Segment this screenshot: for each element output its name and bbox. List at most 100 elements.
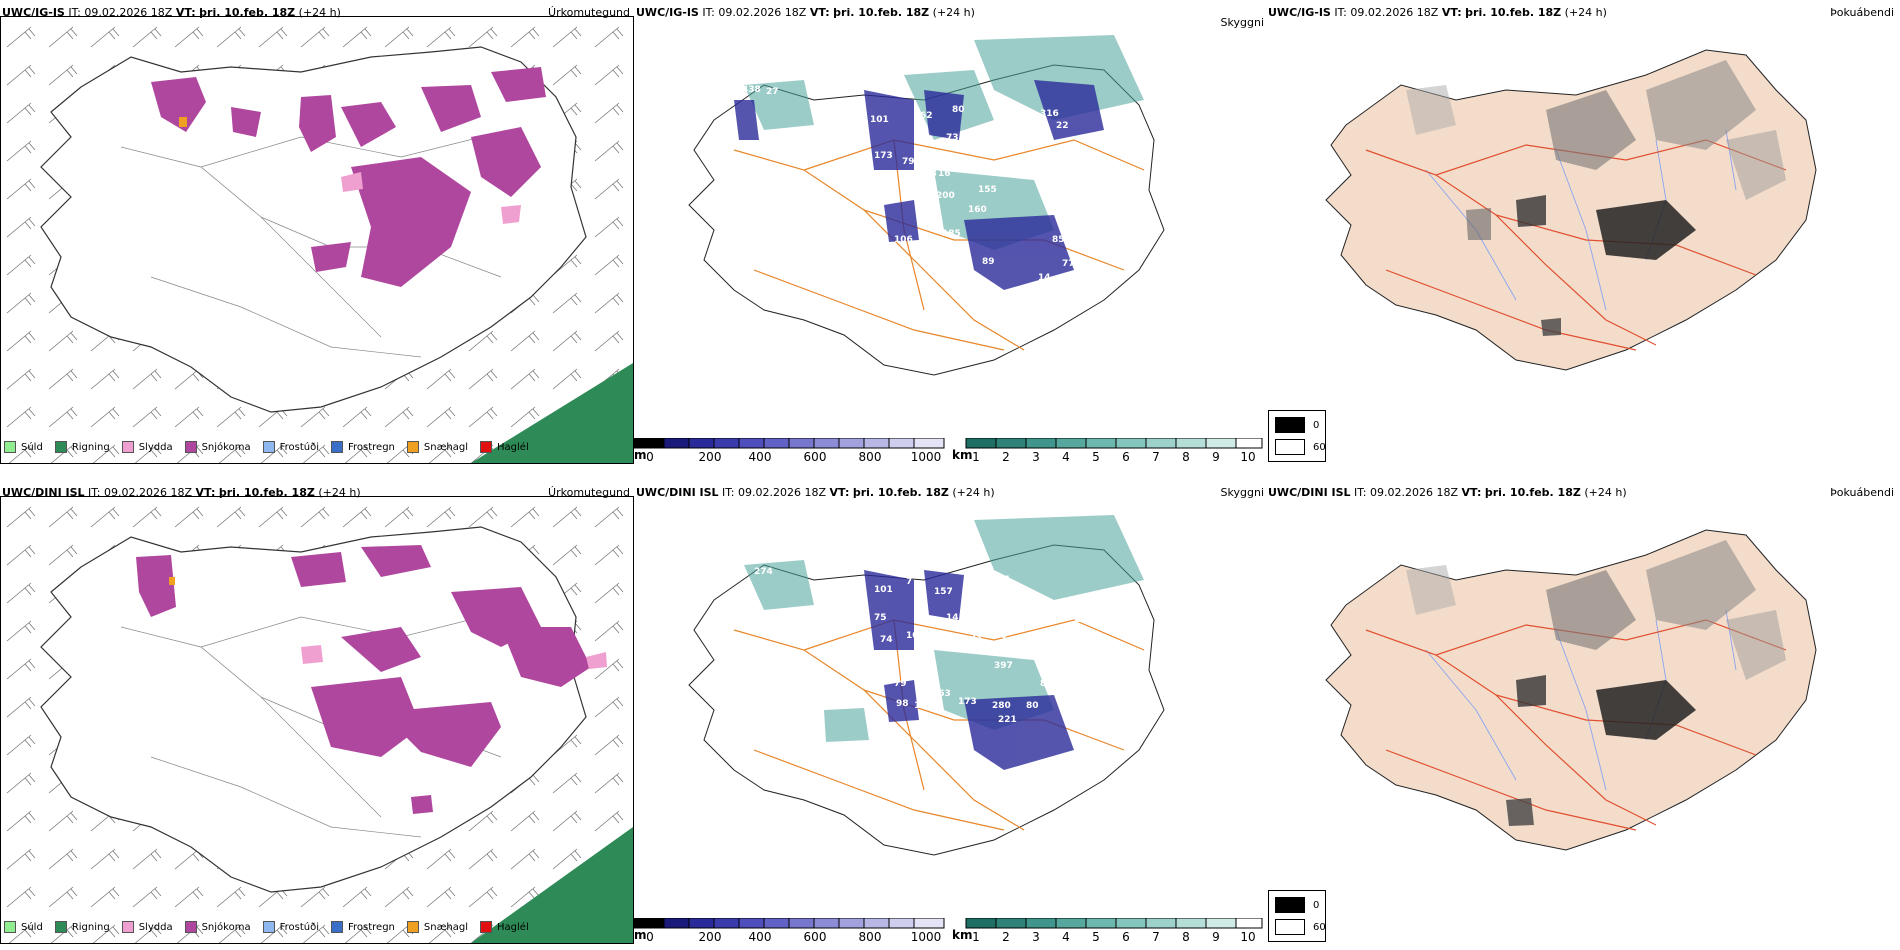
cloud-label: 173 <box>958 697 977 707</box>
legend-item: Slydda <box>121 921 173 933</box>
cloud-label: 106 <box>894 235 913 245</box>
legend-label: Frostúði <box>279 921 319 933</box>
it-value: 09.02.2026 18Z <box>738 486 827 499</box>
model-name: UWC/DINI ISL <box>1268 486 1351 499</box>
height-tick: 1000 <box>910 450 942 464</box>
legend-swatch <box>4 441 16 453</box>
height-colorbar-svg <box>634 438 945 449</box>
cloud-label: 69 <box>886 191 899 201</box>
legend-swatch <box>262 921 275 933</box>
sleet-areas <box>341 172 521 224</box>
cloud-label: 123 <box>964 583 983 593</box>
cloud-label: 74 <box>880 635 893 645</box>
legend-label: Haglél <box>497 441 529 453</box>
lead-time: (+24 h) <box>1584 486 1627 499</box>
legend-swatch <box>331 921 343 933</box>
cloud-label: 75 <box>874 613 887 623</box>
height-tick: 200 <box>698 450 722 464</box>
cloud-label: 19 <box>950 747 963 757</box>
cloud-base-areas <box>734 80 1104 290</box>
cloud-label: 275 <box>1024 139 1043 149</box>
legend-swatch <box>406 921 419 933</box>
cloud-label: 89 <box>982 257 995 267</box>
cloud-label: 77 <box>916 605 929 615</box>
visibility-tick: 2 <box>1002 450 1010 464</box>
cloud-title: Skyggni <box>1220 486 1264 499</box>
shade-row-dark: 0 <box>1275 417 1319 433</box>
vt-value: þri. 10.feb. 18Z <box>1484 486 1581 499</box>
legend-item: Rigning <box>54 921 110 933</box>
vt-value: þri. 10.feb. 18Z <box>852 486 949 499</box>
legend-swatch <box>262 441 275 453</box>
lead-time: (+24 h) <box>932 6 975 19</box>
graupel-spot <box>179 117 187 127</box>
shade-row-dark: 0 <box>1275 897 1319 913</box>
visibility-tick: 1 <box>972 450 980 464</box>
legend-item: Haglél <box>480 441 529 453</box>
height-colorbar-svg <box>634 918 945 929</box>
cloud-label: 77 <box>1062 259 1075 269</box>
cloud-label: 263 <box>932 689 951 699</box>
legend-item: Slydda <box>121 441 173 453</box>
height-unit: m <box>634 448 647 462</box>
height-tick: 800 <box>858 450 882 464</box>
cloud-labels: 274 101 7 157 123 171 82 75 77 141 264 5… <box>754 567 1105 757</box>
vt-label: VT: <box>1441 6 1462 19</box>
panel-title: UWC/DINI ISL IT: 09.02.2026 18Z VT: þri.… <box>636 486 995 499</box>
visibility-colorbar-svg <box>965 438 1263 449</box>
cloud-label: 267 <box>1052 159 1071 169</box>
cloud-label: 141 <box>946 613 965 623</box>
shade-row-light: 60 <box>1275 439 1326 455</box>
fog-shade-legend: 0 60 <box>1268 890 1326 942</box>
cloud-map: 274 101 7 157 123 171 82 75 77 141 264 5… <box>674 510 1194 910</box>
cloud-label: 200 <box>936 191 955 201</box>
lead-time: (+24 h) <box>298 6 341 19</box>
panel-title: UWC/IG-IS IT: 09.02.2026 18Z VT: þri. 10… <box>636 6 975 19</box>
cloud-label: 5 <box>924 133 930 143</box>
cloud-label: 101 <box>874 585 893 595</box>
cloud-label: 22 <box>1056 121 1069 131</box>
cloud-map-svg: 274 101 7 157 123 171 82 75 77 141 264 5… <box>688 515 1165 856</box>
legend-item: Frostregn <box>331 441 395 453</box>
legend-label: Frostúði <box>279 441 319 453</box>
visibility-tick: 3 <box>1032 930 1040 944</box>
cloud-label: 73 <box>946 133 959 143</box>
cloud-label: 397 <box>994 661 1013 671</box>
height-tick: 800 <box>858 930 882 944</box>
precip-map-svg <box>1 17 633 463</box>
cloud-label: 62 <box>920 111 933 121</box>
cloud-label: 78 <box>850 119 863 129</box>
cloud-label: 264 <box>984 603 1003 613</box>
cloud-label: 79 <box>902 157 915 167</box>
legend-swatch <box>121 441 134 453</box>
fog-map <box>1306 510 1866 910</box>
panel-title: UWC/IG-IS IT: 09.02.2026 18Z VT: þri. 10… <box>2 6 341 19</box>
model-name: UWC/DINI ISL <box>636 486 719 499</box>
fog-map-svg <box>1325 529 1817 851</box>
fog-shading <box>1406 60 1786 336</box>
height-colorbar: m 0 200 400 600 800 1000 <box>634 438 946 468</box>
cloud-label: 171 <box>992 575 1011 585</box>
row-1: UWC/IG-IS IT: 09.02.2026 18Z VT: þri. 10… <box>0 0 1900 470</box>
vt-value: þri. 10.feb. 18Z <box>1465 6 1562 19</box>
precip-title: Úrkomutegund <box>548 486 630 499</box>
vt-label: VT: <box>829 486 850 499</box>
vt-value: þri. 10.feb. 18Z <box>218 486 315 499</box>
model-name: UWC/IG-IS <box>1268 6 1331 19</box>
cloud-label: 17 <box>1092 633 1105 643</box>
cloud-label: 209 <box>1020 159 1039 169</box>
snow-areas <box>151 67 546 287</box>
visibility-tick: 4 <box>1062 930 1070 944</box>
visibility-tick: 4 <box>1062 450 1070 464</box>
height-tick: 0 <box>646 930 654 944</box>
lead-time: (+24 h) <box>952 486 995 499</box>
cloud-label: 372 <box>1020 619 1039 629</box>
cloud-title: Skyggni <box>1220 16 1264 29</box>
visibility-tick: 6 <box>1122 930 1130 944</box>
shade-box <box>1275 897 1305 913</box>
it-label: IT: <box>722 486 735 499</box>
cloud-label: 101 <box>870 115 889 125</box>
it-value: 09.02.2026 18Z <box>104 486 193 499</box>
fog-map-svg <box>1325 49 1817 371</box>
cloud-label: 85 <box>1052 235 1065 245</box>
